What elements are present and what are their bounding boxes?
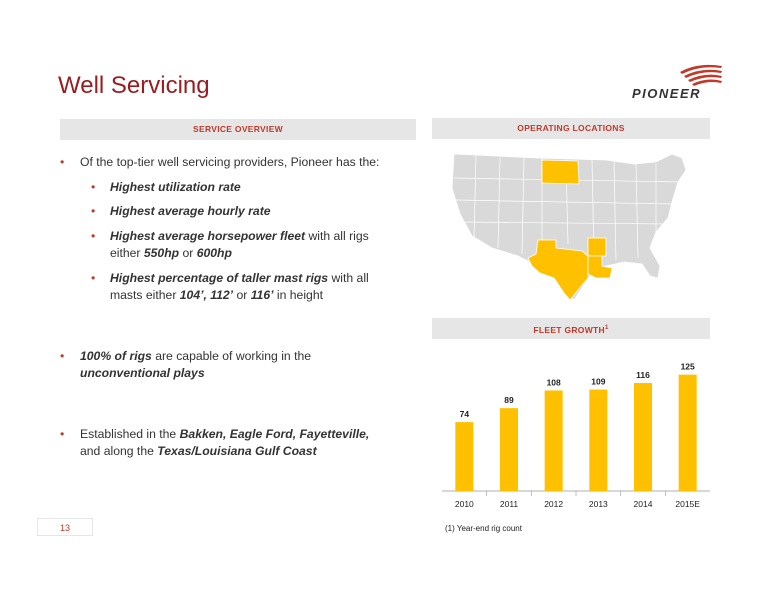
sub-bullet-text: with all masts either	[110, 270, 369, 303]
data-label-2010: 74	[460, 409, 470, 419]
data-label-2013: 109	[591, 377, 605, 387]
x-tick-2011: 2011	[500, 499, 519, 509]
arkansas-state	[587, 237, 607, 257]
x-tick-2013: 2013	[589, 499, 608, 509]
x-tick-2014: 2014	[634, 499, 653, 509]
bullet-text: Of the top-tier well servicing providers…	[80, 155, 380, 169]
sub-bullet-bold: 116’	[250, 288, 274, 302]
sub-bullet-mast-rigs: Highest percentage of taller mast rigs w…	[58, 270, 388, 305]
bullet-top-tier: Of the top-tier well servicing providers…	[58, 154, 388, 172]
bullet-established: Established in the Bakken, Eagle Ford, F…	[58, 426, 388, 461]
service-overview-header: SERVICE OVERVIEW	[60, 119, 416, 140]
logo-text: PIONEER	[632, 86, 702, 101]
operating-locations-label: OPERATING LOCATIONS	[517, 123, 625, 133]
page-number: 13	[60, 523, 71, 533]
data-label-2014: 116	[636, 370, 650, 380]
us-map-base	[451, 153, 687, 301]
x-tick-2010: 2010	[455, 499, 474, 509]
bullet-text: are capable of working in the	[151, 348, 312, 363]
x-tick-2012: 2012	[544, 499, 563, 509]
us-map-state-borders	[453, 155, 683, 261]
service-overview-label: SERVICE OVERVIEW	[193, 124, 283, 134]
us-map-highlighted-states	[527, 159, 613, 301]
bar-2011	[500, 408, 518, 491]
fleet-growth-chart: 74 2010 89 2011 108 2012 109 2013 116 2014 125 2015…	[442, 362, 710, 509]
sub-bullet-text: with all rigs either	[110, 228, 369, 261]
sub-bullet-text: Highest utilization rate	[110, 179, 241, 194]
sub-bullet-bold: 600hp	[196, 246, 232, 260]
operating-locations-header: OPERATING LOCATIONS	[432, 118, 710, 139]
data-label-2012: 108	[547, 377, 561, 387]
texas-state	[527, 239, 589, 301]
bar-2010	[455, 422, 474, 491]
sub-bullet-hourly-rate: Highest average hourly rate	[58, 203, 388, 221]
bullet-bold: Bakken, Eagle Ford, Fayetteville,	[179, 426, 370, 441]
sub-bullet-bold: Highest percentage of taller mast rigs	[110, 270, 329, 285]
fleet-growth-header: FLEET GROWTH1	[432, 318, 710, 339]
sub-bullet-text: or	[233, 288, 251, 302]
bar-2012	[544, 390, 563, 491]
fleet-growth-footnote-mark: 1	[604, 325, 609, 331]
bullet-bold: unconventional plays	[80, 366, 205, 380]
bullet-text: and along the	[80, 444, 158, 458]
bar-2015E	[678, 374, 697, 491]
service-overview-bullets: Of the top-tier well servicing providers…	[58, 154, 388, 461]
sub-bullet-bold: 550hp	[143, 246, 180, 260]
bar-2013	[589, 389, 608, 491]
sub-bullet-text: in height	[273, 288, 323, 302]
sub-bullet-bold: 104’, 112’	[179, 288, 234, 302]
sub-bullet-text: or	[179, 246, 197, 260]
louisiana-state	[587, 255, 613, 279]
chart-footnote: (1) Year-end rig count	[445, 524, 522, 533]
pioneer-logo	[680, 64, 722, 86]
bar-2014	[634, 383, 652, 491]
sub-bullet-utilization: Highest utilization rate	[58, 179, 388, 197]
bullet-text: Established in the	[80, 426, 180, 441]
north-dakota-state	[541, 159, 580, 185]
bullet-rigs-capable: 100% of rigs are capable of working in t…	[58, 348, 388, 383]
page-title: Well Servicing	[58, 72, 210, 99]
bullet-bold: Texas/Louisiana Gulf Coast	[157, 444, 317, 458]
us-map	[451, 153, 687, 301]
sub-bullet-bold: Highest average horsepower fleet	[110, 228, 306, 243]
sub-bullet-horsepower: Highest average horsepower fleet with al…	[58, 228, 388, 263]
page-number-box: 13	[37, 518, 93, 536]
x-tick-2015E: 2015E	[675, 499, 700, 509]
data-label-2011: 89	[504, 395, 514, 405]
data-label-2015E: 125	[681, 362, 695, 372]
bullet-bold: 100% of rigs	[80, 348, 152, 363]
fleet-growth-label: FLEET GROWTH	[533, 324, 605, 335]
sub-bullet-text: Highest average hourly rate	[110, 204, 271, 218]
